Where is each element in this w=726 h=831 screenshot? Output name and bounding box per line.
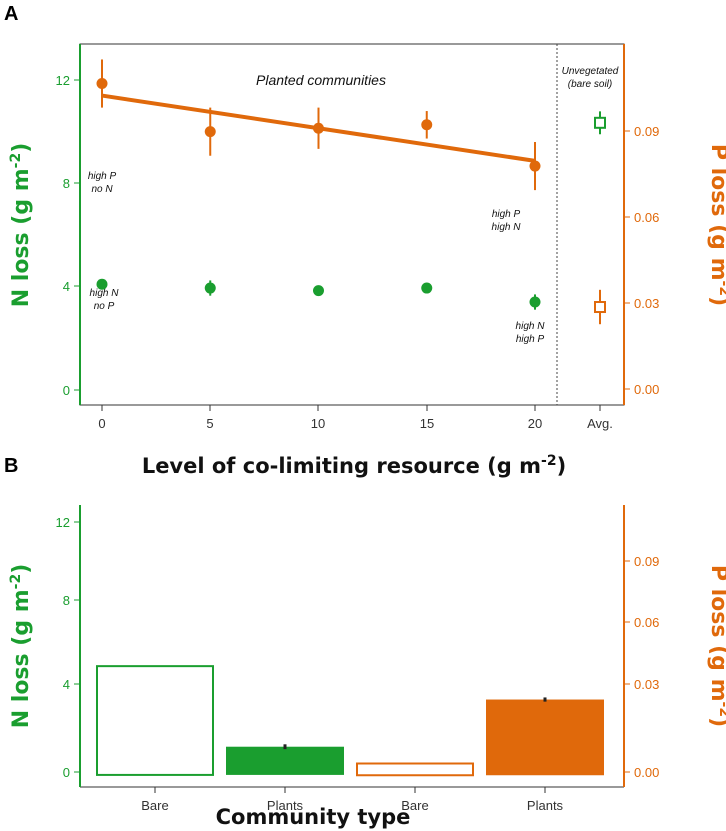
bare-soil-label: (bare soil) [568,79,612,90]
panel-a-right-tick-label: 0.00 [634,382,659,397]
p-loss-bare-bar [356,762,474,777]
panel-b-left-tick-label: 4 [63,677,70,692]
planted-communities-label: Planted communities [256,72,386,88]
n-loss-plants-bar [226,746,344,775]
panel-a-letter: A [4,3,18,25]
anno-high-n-no-p: no P [94,301,115,312]
anno-high-p-no-n: high P [88,171,117,182]
p-loss-point [204,126,216,138]
panel-a-right-tick-label: 0.06 [634,210,659,225]
panel-a-x-axis-label: Level of co-limiting resource (g m-2) [142,453,566,478]
panel-a-left-ticks: 0 4 8 12 [56,73,80,398]
panel-b-category-label: Plants [267,798,304,813]
panel-b-left-axis-label: N loss (g m-2) [8,564,34,729]
panel-b-data-marks [96,665,604,777]
panel-a-left-tick-label: 4 [63,279,70,294]
unvegetated-n-point [594,116,606,129]
anno-high-n-no-p: high N [90,288,120,299]
panel-b-left-tick-label: 12 [56,515,70,530]
panel-a-right-tick-label: 0.09 [634,124,659,139]
p-loss-point [529,160,541,172]
panel-b-letter: B [4,455,18,477]
panel-b-category-label: Plants [527,798,564,813]
panel-b-right-tick-label: 0.06 [634,615,659,630]
n-loss-bare-bar [96,665,214,776]
panel-a-plot-frame [79,43,625,406]
n-loss-point [313,285,324,297]
panel-a-data-marks [96,59,606,325]
panel-b-right-tick-label: 0.09 [634,554,659,569]
panel-b-category-label: Bare [141,798,168,813]
panel-a-x-tick-label: 10 [311,416,325,431]
panel-a-left-tick-label: 0 [63,383,70,398]
panel-a-left-axis-label: N loss (g m-2) [8,143,34,308]
n-loss-point [529,296,541,308]
panel-a-right-axis-label: P loss (g m-2) [706,144,726,306]
panel-a-x-tick-label: 5 [206,416,213,431]
panel-a-x-tick-label: 20 [528,416,542,431]
panel-a-x-ticks: 0 5 10 15 20 Avg. [98,405,613,431]
panel-b-left-tick-label: 8 [63,593,70,608]
panel-a-left-tick-label: 8 [63,176,70,191]
panel-b-category-labels: Bare Plants Bare Plants [141,787,564,813]
anno-high-p-high-n: high N [492,222,522,233]
panel-a-x-tick-label: 15 [420,416,434,431]
panel-b-right-tick-label: 0.03 [634,677,659,692]
n-loss-point [204,282,216,294]
n-loss-point [96,278,108,290]
p-loss-point [313,122,324,134]
anno-high-p-no-n: no N [91,184,113,195]
panel-b-left-ticks: 0 4 8 12 [56,515,80,780]
n-loss-point [421,282,433,294]
panel-b-category-label: Bare [401,798,428,813]
p-loss-plants-bar [486,699,604,776]
panel-b-right-axis-label: P loss (g m-2) [706,565,726,727]
anno-high-n-high-p: high N [516,321,546,332]
anno-high-p-high-n: high P [492,209,521,220]
panel-a-right-ticks: 0.00 0.03 0.06 0.09 [624,124,659,397]
p-loss-point [421,119,433,131]
panel-a-right-tick-label: 0.03 [634,296,659,311]
panel-a-left-tick-label: 12 [56,73,70,88]
panel-a: A 0 4 8 12 0.00 0.03 0.06 0.09 [4,3,726,478]
panel-b-right-ticks: 0.00 0.03 0.06 0.09 [624,554,659,780]
unvegetated-label: Unvegetated [562,66,619,77]
panel-a-x-tick-label: 0 [98,416,105,431]
panel-b: B 0 4 8 12 0.00 0.03 0.06 0.09 [4,455,726,829]
panel-a-x-tick-label: Avg. [587,416,613,431]
unvegetated-p-point [594,301,606,314]
p-loss-point [96,78,108,90]
anno-high-n-high-p: high P [516,334,545,345]
panel-b-right-tick-label: 0.00 [634,765,659,780]
panel-b-x-axis-label: Community type [216,805,411,829]
panel-b-left-tick-label: 0 [63,765,70,780]
